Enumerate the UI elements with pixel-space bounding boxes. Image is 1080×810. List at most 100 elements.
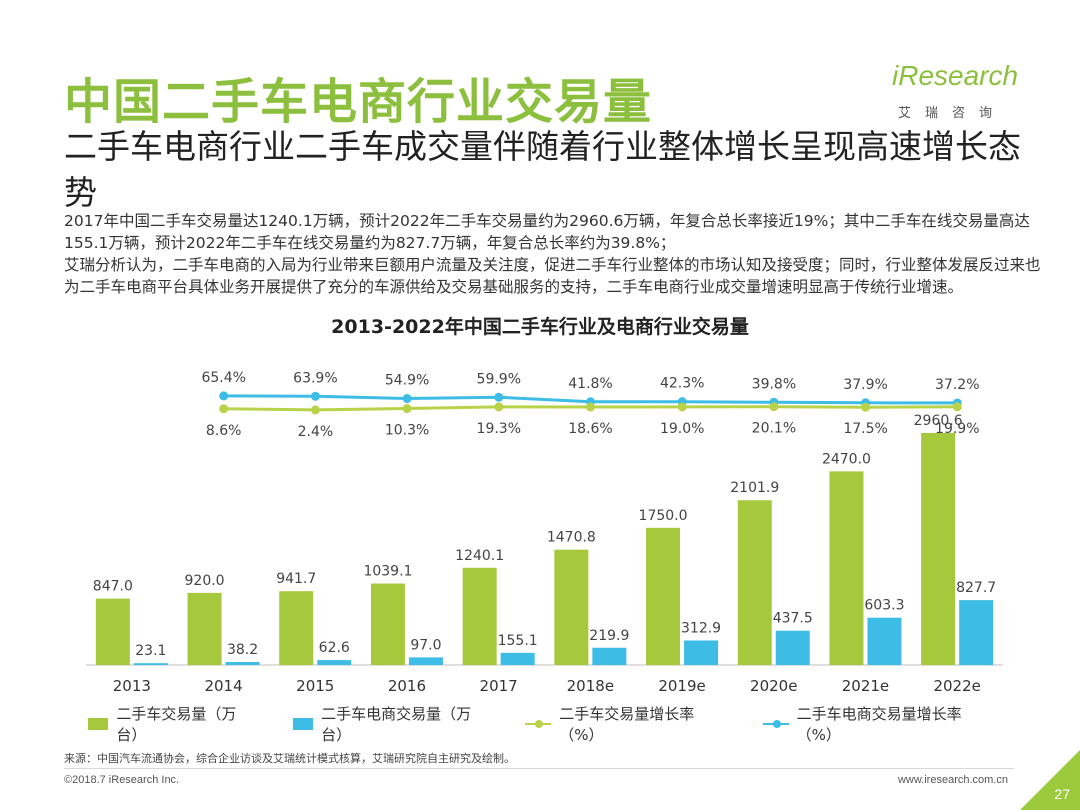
bar-label-ecommerce-2018e: 219.9 [589,628,629,644]
bar-label-used-car-2019e: 1750.0 [639,508,688,524]
point-used-car-growth-2018e [586,402,595,412]
bar-label-used-car-2018e: 1470.8 [547,530,596,546]
legend-label-ecommerce-volume: 二手车电商交易量（万台） [321,705,472,744]
bar-used-car-2015 [279,591,314,665]
legend-swatch-ecommerce-growth [762,718,789,730]
bar-label-ecommerce-2014: 38.2 [227,642,258,658]
bar-used-car-2021e [829,471,864,665]
corner-decoration [1020,750,1080,810]
point-used-car-growth-2016 [402,404,412,414]
x-tick-2021e: 2021e [842,677,889,695]
point-label-used-car-growth-2016: 10.3% [385,423,429,439]
bar-label-ecommerce-2022e: 827.7 [956,580,996,596]
point-label-ecommerce-growth-2021e: 37.9% [843,377,887,393]
legend-swatch-used-car-volume [88,718,109,730]
point-label-ecommerce-growth-2020e: 39.8% [752,376,796,392]
x-tick-2015: 2015 [296,677,334,695]
iresearch-logo: iResearch 艾瑞咨询 [892,60,1032,124]
bar-ecommerce-2018e [592,647,627,665]
bar-used-car-2013 [95,598,130,665]
bar-label-used-car-2017: 1240.1 [455,548,504,564]
source-note: 来源：中国汽车流通协会，综合企业访谈及艾瑞统计模式核算，艾瑞研究院自主研究及绘制… [64,752,515,765]
bar-used-car-2014 [187,592,222,665]
point-used-car-growth-2015 [310,405,320,415]
x-tick-2022e: 2022e [933,677,980,695]
bar-label-ecommerce-2019e: 312.9 [681,620,721,636]
x-tick-2018e: 2018e [567,677,614,695]
description-paragraph-1: 2017年中国二手车交易量达1240.1万辆，预计2022年二手车交易量约为29… [64,212,1030,252]
bar-ecommerce-2013 [133,663,168,665]
bar-ecommerce-2015 [317,660,352,665]
point-used-car-growth-2022e [952,402,962,412]
legend-label-ecommerce-growth: 二手车电商交易量增长率（%） [796,705,962,744]
copyright: ©2018.7 iResearch Inc. [64,774,180,786]
point-ecommerce-growth-2017 [494,392,504,402]
point-label-used-car-growth-2021e: 17.5% [843,421,887,437]
legend-swatch-used-car-growth [525,718,552,730]
bar-ecommerce-2021e [867,617,902,665]
point-used-car-growth-2014 [219,404,229,414]
bar-label-ecommerce-2020e: 437.5 [773,611,813,627]
x-tick-2013: 2013 [113,677,151,695]
point-label-used-car-growth-2017: 19.3% [477,421,521,437]
bar-used-car-2019e [646,527,681,665]
page-subtitle: 二手车电商行业二手车成交量伴随着行业整体增长呈现高速增长态势 [64,127,1021,212]
description-paragraph-2: 艾瑞分析认为，二手车电商的入局为行业带来巨额用户流量及关注度，促进二手车行业整体… [64,256,1041,296]
x-tick-2017: 2017 [480,677,518,695]
bar-label-ecommerce-2015: 62.6 [319,640,350,656]
page-number: 27 [1054,786,1070,802]
bar-label-used-car-2021e: 2470.0 [822,451,871,467]
description: 2017年中国二手车交易量达1240.1万辆，预计2022年二手车交易量约为29… [64,210,1044,298]
bar-label-used-car-2015: 941.7 [276,571,316,587]
point-used-car-growth-2017 [494,402,504,412]
x-tick-2016: 2016 [388,677,426,695]
website-link[interactable]: www.iresearch.com.cn [897,774,1008,786]
bar-ecommerce-2022e [959,600,994,665]
bar-label-ecommerce-2013: 23.1 [135,643,166,659]
point-label-used-car-growth-2020e: 20.1% [752,421,796,437]
point-label-ecommerce-growth-2014: 65.4% [201,370,245,386]
legend-item-ecommerce-volume: 二手车电商交易量（万台） [292,703,488,745]
point-label-used-car-growth-2015: 2.4% [298,424,334,440]
x-tick-2020e: 2020e [750,677,797,695]
page-title: 中国二手车电商行业交易量 [64,74,653,130]
bar-label-ecommerce-2017: 155.1 [498,633,538,649]
bar-ecommerce-2020e [775,630,810,665]
bar-ecommerce-2016 [408,657,443,665]
logo-text: iResearch [892,60,1019,91]
point-label-ecommerce-growth-2016: 54.9% [385,373,429,389]
bar-label-ecommerce-2021e: 603.3 [864,598,904,614]
bar-label-ecommerce-2016: 97.0 [410,637,441,653]
point-used-car-growth-2019e [677,402,687,412]
bar-label-used-car-2022e: 2960.6 [914,413,963,429]
legend-item-ecommerce-growth: 二手车电商交易量增长率（%） [762,703,990,745]
bar-used-car-2018e [554,549,589,665]
point-used-car-growth-2021e [861,402,871,412]
point-label-ecommerce-growth-2017: 59.9% [477,371,521,387]
bar-used-car-2017 [462,567,497,665]
legend-item-used-car-growth: 二手车交易量增长率（%） [525,703,724,745]
legend-swatch-ecommerce-volume [292,718,314,730]
point-label-ecommerce-growth-2022e: 37.2% [935,377,979,393]
point-ecommerce-growth-2016 [402,394,412,404]
point-label-ecommerce-growth-2015: 63.9% [293,370,337,386]
point-used-car-growth-2020e [769,402,779,412]
chart-title: 2013-2022年中国二手车行业及电商行业交易量 [331,316,749,338]
bar-used-car-2016 [370,583,405,665]
legend-item-used-car-volume: 二手车交易量（万台） [88,703,255,745]
bar-label-used-car-2020e: 2101.9 [730,480,779,496]
bar-ecommerce-2019e [684,640,719,665]
bar-used-car-2022e [921,432,956,665]
footer-divider [64,768,1014,769]
point-label-ecommerce-growth-2019e: 42.3% [660,376,704,392]
bar-ecommerce-2014 [225,662,260,665]
bar-label-used-car-2013: 847.0 [93,579,133,595]
logo-subtext: 艾瑞咨询 [898,106,1007,121]
bar-label-used-car-2014: 920.0 [185,573,225,589]
point-ecommerce-growth-2014 [219,391,229,401]
point-label-used-car-growth-2019e: 19.0% [660,421,704,437]
point-label-used-car-growth-2014: 8.6% [206,423,242,439]
point-label-used-car-growth-2022e: 19.9% [935,421,979,437]
x-tick-2014: 2014 [204,677,242,695]
